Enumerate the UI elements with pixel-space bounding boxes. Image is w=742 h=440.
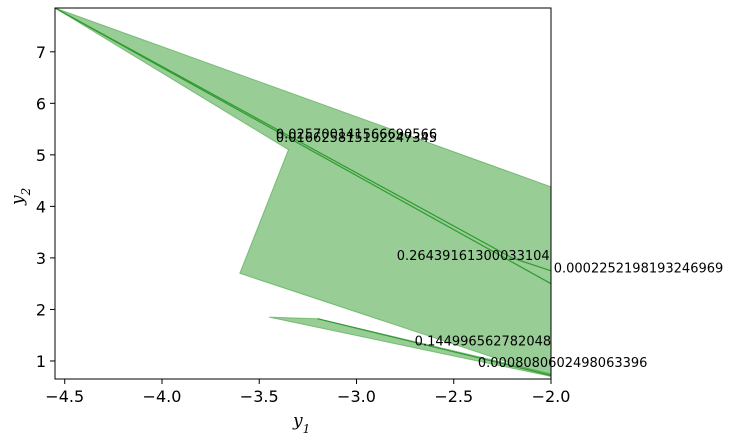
region-0 (54, 7, 552, 378)
x-tick-label: −4.0 (143, 387, 182, 406)
x-axis-label-main: y (292, 411, 303, 431)
data-annotation: 0.26439161300033104 (397, 249, 550, 264)
data-annotation: 0.0002252198193246969 (554, 261, 724, 276)
series-line-1 (54, 7, 552, 272)
data-annotation: 0.0008080602498063396 (478, 356, 648, 371)
x-axis-label-subscript: 1 (303, 422, 311, 436)
y-axis-label-main: y (8, 195, 28, 206)
x-tick-label: −2.5 (434, 387, 473, 406)
annotation-layer: 0.0257001415666905660.016625815192247345… (276, 127, 723, 371)
y-axis-label: y2 (8, 188, 33, 206)
data-annotation: 0.016625815192247345 (276, 131, 437, 146)
y-tick-label: 1 (36, 352, 46, 371)
y-tick-label: 4 (36, 197, 46, 216)
series-line-2 (317, 318, 552, 376)
x-axis: −4.5 −4.0 −3.5 −3.0 −2.5 −2.0 (45, 379, 570, 406)
plot-frame (54, 7, 552, 380)
y-axis-label-subscript: 2 (19, 188, 33, 197)
x-tick-label: −4.5 (45, 387, 84, 406)
data-annotation: 0.025700141566690566 (276, 127, 437, 142)
x-tick-label: −3.0 (337, 387, 376, 406)
plot-area (54, 7, 552, 380)
x-axis-label: y1 (292, 411, 310, 436)
line-layer (54, 7, 552, 376)
y-axis: 1 2 3 4 5 6 7 (36, 43, 55, 371)
x-tick-label: −2.0 (532, 387, 571, 406)
y-tick-label: 5 (36, 146, 46, 165)
y-tick-label: 6 (36, 94, 46, 113)
region-layer (54, 7, 552, 378)
y-tick-label: 3 (36, 249, 46, 268)
x-tick-label: −3.5 (240, 387, 279, 406)
series-line-0 (54, 7, 552, 285)
y-tick-label: 2 (36, 300, 46, 319)
y-tick-label: 7 (36, 43, 46, 62)
data-annotation: 0.144996562782048 (415, 335, 551, 350)
